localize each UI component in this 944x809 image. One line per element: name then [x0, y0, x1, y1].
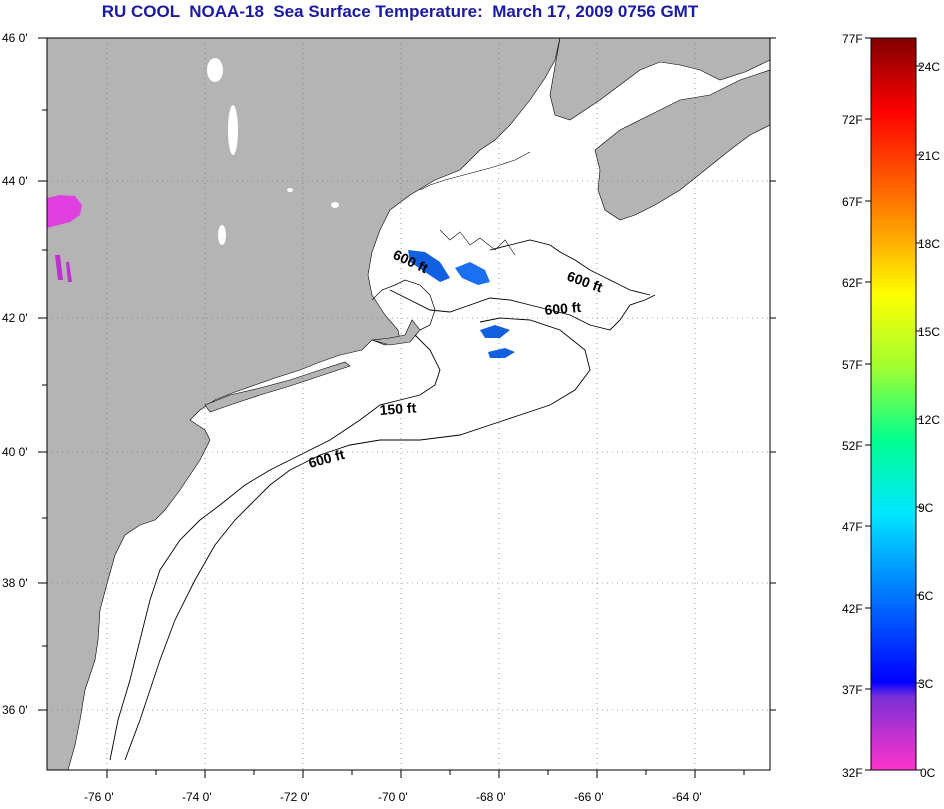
map-frame	[46, 37, 771, 771]
sst-patch-gulf	[408, 250, 450, 282]
contour-600ft-ne	[489, 239, 651, 296]
colorbar-f-label: 42F	[842, 602, 863, 616]
lat-label: 46 0'	[2, 31, 28, 45]
colorbar-f-label: 62F	[842, 276, 863, 290]
lake	[207, 58, 223, 82]
colorbar-f-label: 37F	[842, 683, 863, 697]
colorbar-c-label: 12C	[918, 413, 940, 427]
colorbar-ticks	[865, 37, 922, 771]
colorbar-c-label: 21C	[918, 149, 940, 163]
lat-label: 38 0'	[2, 576, 28, 590]
colorbar-c-label: 3C	[918, 677, 934, 691]
land-us-coast	[47, 38, 561, 770]
lake	[331, 202, 339, 208]
lat-label: 42 0'	[2, 311, 28, 325]
colorbar-c-label: 6C	[918, 589, 934, 603]
land-cape-cod	[371, 319, 421, 346]
colorbar-f-label: 32F	[842, 766, 863, 780]
contour-inner	[371, 279, 436, 331]
colorbar-c-label: 24C	[918, 60, 940, 74]
lon-label: -72 0'	[280, 790, 310, 804]
colorbar	[870, 37, 917, 771]
lake	[287, 188, 293, 192]
sst-patch-cold	[47, 195, 82, 228]
contour-600ft-shelf	[124, 317, 591, 761]
lon-label: -70 0'	[378, 790, 408, 804]
chart-title: RU COOL NOAA-18 Sea Surface Temperature:…	[101, 2, 699, 21]
contour-150ft	[109, 334, 441, 761]
colorbar-f-label: 52F	[842, 439, 863, 453]
sst-patch-gulf	[488, 348, 515, 358]
colorbar-f-label: 72F	[842, 113, 863, 127]
land-long-island	[204, 361, 351, 413]
frame-ticks	[38, 37, 776, 778]
coast-detail	[419, 151, 531, 256]
grid	[47, 38, 770, 770]
lon-label: -68 0'	[476, 790, 506, 804]
lon-label: -74 0'	[182, 790, 212, 804]
sst-streak	[66, 262, 72, 282]
colorbar-c-label: 15C	[918, 325, 940, 339]
lon-label: -66 0'	[574, 790, 604, 804]
colorbar-c-label: 0C	[920, 766, 936, 780]
colorbar-f-label: 77F	[842, 32, 863, 46]
land-nova-scotia	[594, 69, 770, 221]
colorbar-f-label: 67F	[842, 195, 863, 209]
lake	[228, 105, 238, 155]
sst-patch-gulf	[455, 262, 490, 285]
land-canada	[549, 38, 770, 121]
colorbar-c-label: 9C	[918, 501, 934, 515]
sst-patch-gulf	[480, 325, 510, 338]
colorbar-f-label: 57F	[842, 358, 863, 372]
lat-label: 40 0'	[2, 445, 28, 459]
sst-streak	[55, 255, 63, 280]
colorbar-f-label: 47F	[842, 520, 863, 534]
contour-600ft-gulf	[389, 289, 656, 331]
lat-label: 44 0'	[2, 174, 28, 188]
lat-label: 36 0'	[2, 703, 28, 717]
contour-label: 150 ft	[379, 399, 417, 418]
lon-label: -64 0'	[672, 790, 702, 804]
colorbar-c-label: 18C	[918, 237, 940, 251]
lake	[218, 225, 226, 245]
lon-label: -76 0'	[84, 790, 114, 804]
contour-label: 600 ft	[544, 299, 582, 318]
